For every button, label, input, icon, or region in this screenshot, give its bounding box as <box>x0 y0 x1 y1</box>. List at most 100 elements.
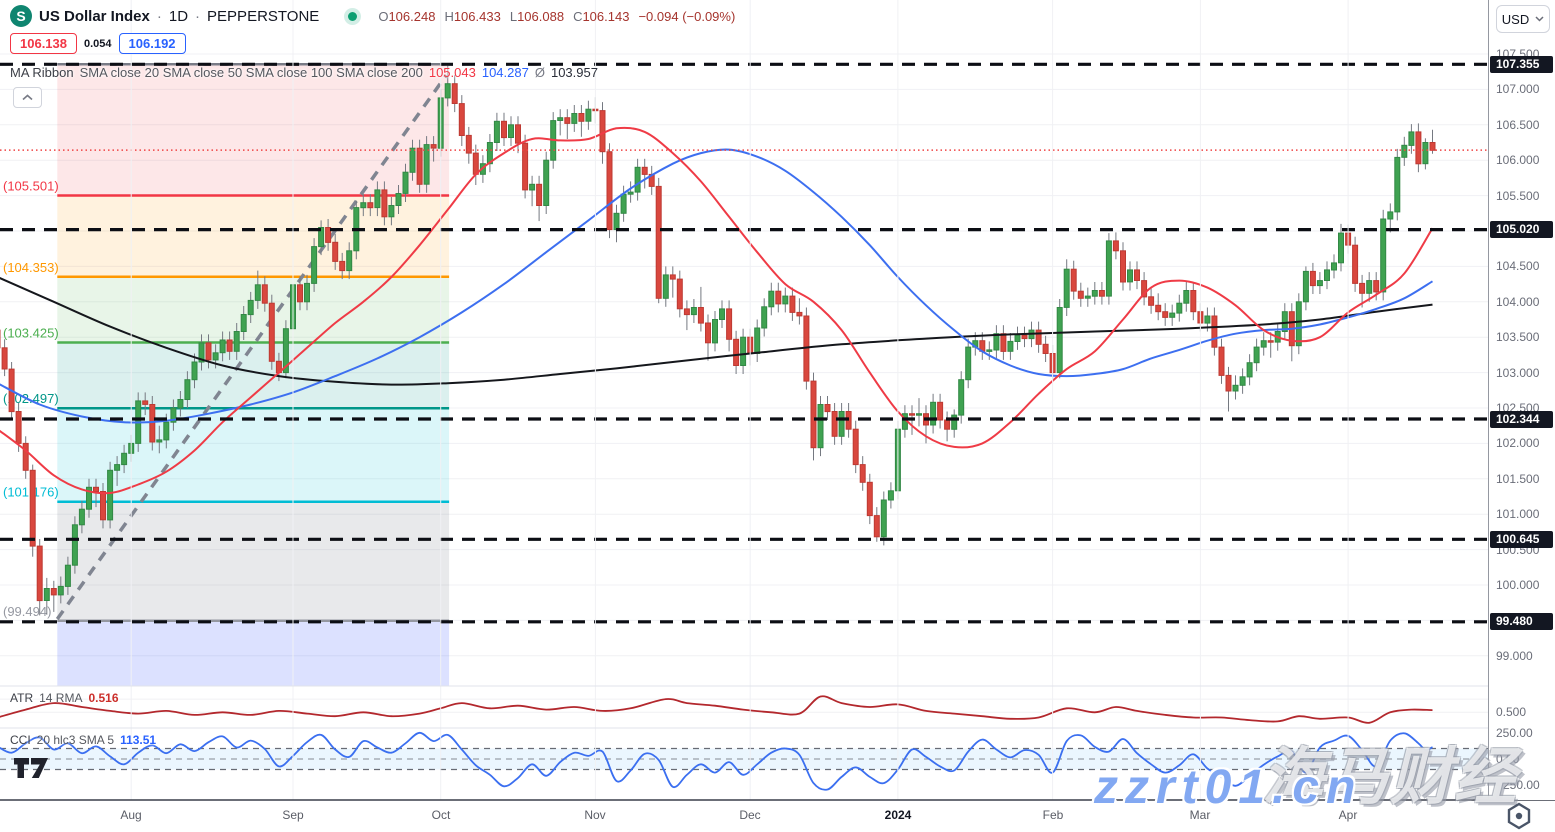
candle <box>1225 374 1232 392</box>
fib-level-label: (105.501) <box>3 179 59 194</box>
candle <box>163 421 170 441</box>
interval-label[interactable]: 1D <box>168 7 189 25</box>
candle <box>824 404 831 413</box>
candle <box>198 342 205 363</box>
candle <box>571 113 578 124</box>
candle <box>254 284 261 301</box>
collapse-legend-button[interactable] <box>13 87 42 108</box>
candle <box>1042 343 1049 354</box>
candle <box>325 227 332 243</box>
broker-logo-icon[interactable]: S <box>10 5 32 27</box>
candle <box>613 212 620 231</box>
candle <box>930 401 937 426</box>
ma-ribbon-legend[interactable]: MA Ribbon SMA close 20 SMA close 50 SMA … <box>10 65 598 80</box>
price-tick: 106.500 <box>1496 118 1540 132</box>
candle <box>240 314 247 332</box>
candle <box>1120 250 1126 283</box>
candle <box>493 120 500 144</box>
candle <box>374 189 381 209</box>
buy-button[interactable]: 106.192 <box>118 33 186 54</box>
candle <box>726 308 733 340</box>
candle <box>944 419 951 430</box>
separator: · <box>156 7 162 25</box>
candle <box>233 331 240 352</box>
symbol-name[interactable]: US Dollar Index <box>39 7 150 25</box>
candle <box>451 83 458 104</box>
price-level-badge: 99.480 <box>1490 613 1553 630</box>
candle <box>43 588 50 601</box>
candle <box>1267 340 1274 343</box>
time-tick: Sep <box>282 808 304 822</box>
candle <box>543 159 550 206</box>
candle <box>402 171 409 194</box>
candle <box>282 328 289 374</box>
candle <box>951 414 958 430</box>
candle <box>1141 280 1148 298</box>
atr-value: 0.516 <box>88 691 119 705</box>
candle <box>1000 333 1007 352</box>
price-level-badge: 100.645 <box>1490 531 1553 548</box>
candle <box>1211 315 1218 348</box>
close-label: C <box>573 8 583 24</box>
candle <box>29 469 36 547</box>
high-value: 106.433 <box>453 8 501 24</box>
candle <box>606 151 613 231</box>
ma-ribbon-title: MA Ribbon <box>10 65 74 80</box>
candle <box>121 452 128 466</box>
market-status-icon[interactable] <box>348 11 358 21</box>
candle <box>1331 262 1337 271</box>
candle <box>388 205 395 218</box>
candle <box>311 246 318 284</box>
candle <box>1295 301 1302 347</box>
candle <box>304 282 310 303</box>
price-tick: 104.500 <box>1496 259 1540 273</box>
candle <box>78 508 85 526</box>
candle <box>1021 334 1028 340</box>
price-tick: 101.500 <box>1496 472 1540 486</box>
cci-legend[interactable]: CCI 20 hlc3 SMA 5 113.51 <box>10 733 156 747</box>
price-axis[interactable]: 107.500 107.000 106.500 106.000 105.500 104.5… <box>1489 0 1555 800</box>
candle <box>1408 131 1415 146</box>
candle <box>733 338 740 366</box>
price-tick: 106.000 <box>1496 153 1540 167</box>
sell-button[interactable]: 106.138 <box>10 33 77 54</box>
candle <box>472 152 479 175</box>
candle <box>1309 270 1316 287</box>
candle <box>149 404 156 443</box>
candle <box>1035 329 1042 345</box>
time-tick: Aug <box>120 808 142 822</box>
candle <box>64 564 71 587</box>
candle <box>641 166 648 175</box>
candle <box>620 193 627 214</box>
time-tick: Apr <box>1338 808 1358 822</box>
candle <box>1246 362 1253 378</box>
low-label: L <box>509 8 518 24</box>
candle <box>1429 142 1436 151</box>
candle <box>177 399 184 409</box>
time-axis[interactable]: Aug Sep Oct Nov Dec 2024 Feb Mar Apr <box>0 801 1489 832</box>
broker-name[interactable]: PEPPERSTONE <box>207 7 320 25</box>
candle <box>1056 307 1063 374</box>
cci-value: 113.51 <box>120 733 157 747</box>
candle <box>662 274 669 299</box>
candle <box>444 83 451 99</box>
price-tick: 100.000 <box>1496 578 1540 592</box>
candle <box>212 352 219 361</box>
currency-label: USD <box>1501 11 1530 27</box>
tradingview-logo-icon[interactable] <box>13 757 50 784</box>
time-tick: Oct <box>431 808 451 822</box>
open-value: 106.248 <box>388 8 436 24</box>
atr-legend[interactable]: ATR 14 RMA 0.516 <box>10 691 119 705</box>
time-tick: Dec <box>739 808 761 822</box>
candle <box>409 147 416 173</box>
time-tick: Nov <box>584 808 606 822</box>
currency-selector[interactable]: USD <box>1496 5 1550 33</box>
candle <box>1380 218 1387 293</box>
candle <box>712 319 718 344</box>
separator: · <box>195 7 201 25</box>
time-tick: Mar <box>1189 808 1211 822</box>
candle <box>367 202 374 209</box>
candle <box>1218 346 1225 376</box>
candle <box>1373 280 1380 293</box>
